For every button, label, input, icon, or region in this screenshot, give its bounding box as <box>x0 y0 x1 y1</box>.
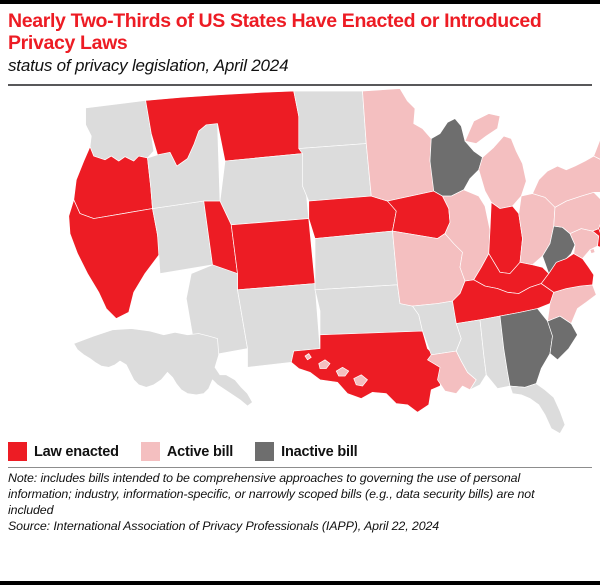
state-MN[interactable] <box>362 88 437 202</box>
legend-swatch-inactive <box>255 442 275 462</box>
legend-swatch-enacted <box>8 442 27 462</box>
legend-label-enacted: Law enacted <box>34 443 119 460</box>
state-KS[interactable] <box>314 231 398 291</box>
bottom-rule <box>0 581 600 585</box>
state-VT[interactable] <box>593 132 600 171</box>
legend-swatch-active <box>140 442 160 462</box>
state-CO[interactable] <box>230 218 316 291</box>
state-NY[interactable] <box>532 156 600 209</box>
map-svg <box>68 88 600 435</box>
state-WY[interactable] <box>219 153 310 226</box>
top-rule <box>0 0 600 4</box>
page-subtitle: status of privacy legislation, April 202… <box>8 56 289 76</box>
state-HI[interactable] <box>304 353 368 387</box>
state-FL[interactable] <box>509 383 566 435</box>
legend-label-active: Active bill <box>166 443 234 460</box>
legend-item-active[interactable]: Active bill <box>140 442 234 462</box>
state-SC[interactable] <box>547 316 578 361</box>
legend-label-inactive: Inactive bill <box>281 443 358 460</box>
state-NV[interactable] <box>152 201 213 275</box>
state-GA[interactable] <box>499 308 553 389</box>
state-MD[interactable] <box>569 228 600 260</box>
state-WA[interactable] <box>85 100 155 162</box>
legend: Law enacted Active bill Inactive bill <box>0 438 600 467</box>
footer: Note: includes bills intended to be comp… <box>0 468 600 538</box>
subtitle-rule <box>8 84 592 87</box>
state-DC[interactable] <box>589 248 596 255</box>
state-AK[interactable] <box>73 328 253 407</box>
note-rule <box>8 467 592 469</box>
state-MI[interactable] <box>464 113 527 210</box>
state-OR[interactable] <box>73 146 153 220</box>
legend-item-enacted[interactable]: Law enacted <box>8 442 119 462</box>
us-choropleth-map <box>0 86 600 438</box>
legend-item-inactive[interactable]: Inactive bill <box>255 442 358 462</box>
note-text: Note: includes bills intended to be comp… <box>8 471 535 517</box>
state-CA[interactable] <box>68 199 161 320</box>
state-TX[interactable] <box>290 331 446 414</box>
state-SD[interactable] <box>298 143 372 202</box>
states-layer <box>68 88 600 435</box>
header: Nearly Two-Thirds of US States Have Enac… <box>0 4 600 84</box>
page-title: Nearly Two-Thirds of US States Have Enac… <box>8 10 542 55</box>
source-text: Source: International Association of Pri… <box>8 518 440 533</box>
state-ND[interactable] <box>293 91 367 150</box>
state-MT[interactable] <box>145 91 303 167</box>
